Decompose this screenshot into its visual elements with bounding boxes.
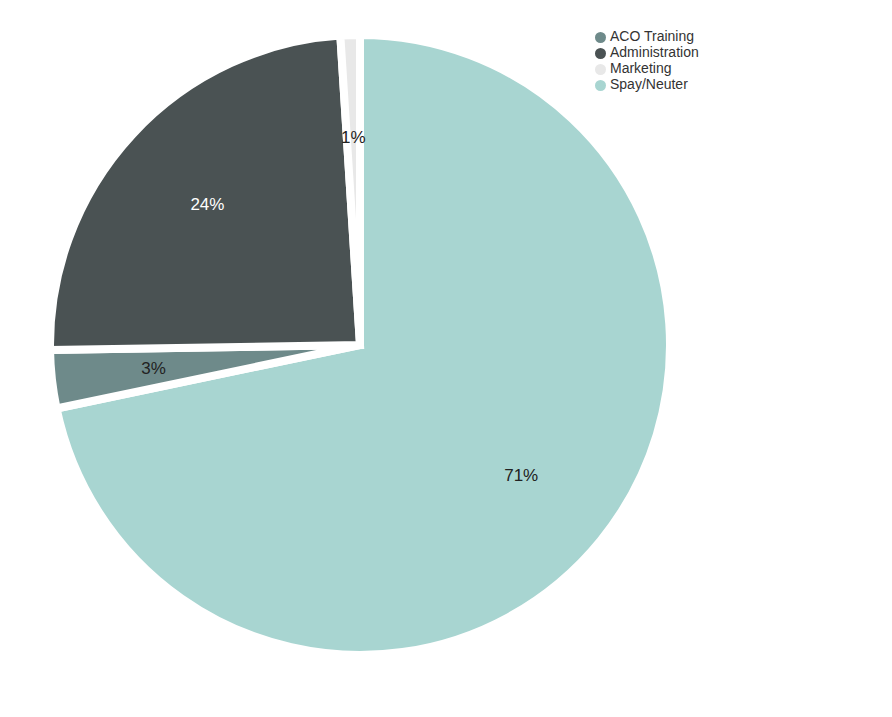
svg-text:1%: 1% bbox=[341, 128, 366, 147]
html-text:Spay/Neuter: Spay/Neuter bbox=[610, 76, 688, 92]
html-text:ACO Training: ACO Training bbox=[610, 28, 694, 44]
html-text:Marketing: Marketing bbox=[610, 60, 672, 76]
svg-text:71%: 71% bbox=[504, 466, 538, 485]
svg-text:24%: 24% bbox=[190, 195, 224, 214]
html-text:Administration: Administration bbox=[610, 44, 699, 60]
svg-text:3%: 3% bbox=[141, 359, 166, 378]
